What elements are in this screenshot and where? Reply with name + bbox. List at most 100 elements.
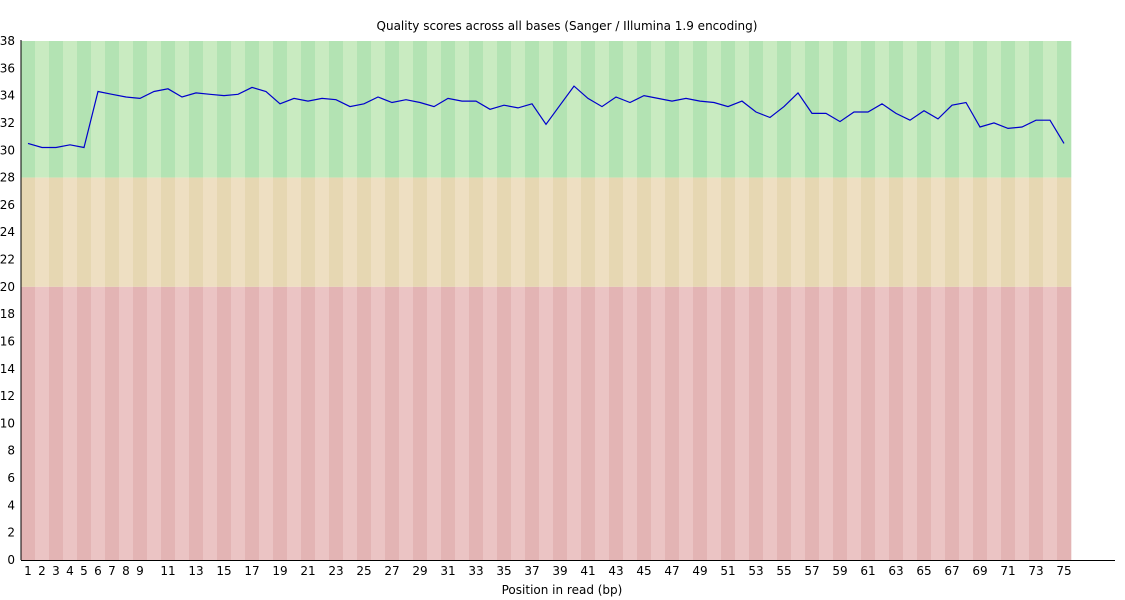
band-good-stripe [903, 41, 918, 178]
band-poor-stripe [693, 286, 708, 560]
band-poor-stripe [35, 286, 50, 560]
band-good-stripe [301, 41, 316, 178]
band-reasonable-stripe [693, 177, 708, 287]
band-good-stripe [245, 41, 260, 178]
band-poor-stripe [567, 286, 582, 560]
x-tick-label: 33 [468, 564, 483, 578]
band-reasonable-stripe [763, 177, 778, 287]
y-tick-label: 26 [0, 198, 15, 212]
band-reasonable-stripe [273, 177, 288, 287]
band-good-stripe [343, 41, 358, 178]
band-reasonable-stripe [105, 177, 120, 287]
band-poor-stripe [679, 286, 694, 560]
band-reasonable-stripe [413, 177, 428, 287]
band-good-stripe [847, 41, 862, 178]
band-good-stripe [679, 41, 694, 178]
band-reasonable-stripe [665, 177, 680, 287]
band-poor-stripe [721, 286, 736, 560]
x-tick-label: 39 [552, 564, 567, 578]
band-reasonable-stripe [721, 177, 736, 287]
band-poor-stripe [343, 286, 358, 560]
band-poor-stripe [1057, 286, 1072, 560]
band-poor-stripe [399, 286, 414, 560]
chart-title: Quality scores across all bases (Sanger … [377, 19, 758, 33]
band-good-stripe [791, 41, 806, 178]
band-reasonable-stripe [343, 177, 358, 287]
x-tick-label: 4 [66, 564, 74, 578]
band-good-stripe [91, 41, 106, 178]
band-poor-stripe [861, 286, 876, 560]
band-good-stripe [441, 41, 456, 178]
band-poor-stripe [931, 286, 946, 560]
band-good-stripe [749, 41, 764, 178]
band-poor-stripe [175, 286, 190, 560]
band-poor-stripe [469, 286, 484, 560]
band-reasonable-stripe [77, 177, 92, 287]
y-tick-label: 18 [0, 307, 15, 321]
x-tick-label: 43 [608, 564, 623, 578]
band-reasonable-stripe [651, 177, 666, 287]
band-poor-stripe [385, 286, 400, 560]
x-axis-ticks: 1 2 3 4 5 6 7 8 9 11 13 15 17 19 21 23 25 27 29 31 33 35 37 39 4… [24, 564, 1071, 578]
band-reasonable-stripe [357, 177, 372, 287]
band-poor-stripe [539, 286, 554, 560]
band-reasonable-stripe [735, 177, 750, 287]
band-reasonable-stripe [749, 177, 764, 287]
x-axis-label: Position in read (bp) [502, 583, 623, 597]
x-tick-label: 1 [24, 564, 32, 578]
band-good-stripe [539, 41, 554, 178]
band-reasonable-stripe [427, 177, 442, 287]
band-good-stripe [119, 41, 134, 178]
band-poor-stripe [805, 286, 820, 560]
band-reasonable-stripe [189, 177, 204, 287]
band-good-stripe [21, 41, 36, 178]
y-tick-label: 6 [7, 471, 15, 485]
x-tick-label: 47 [664, 564, 679, 578]
band-good-stripe [1001, 41, 1016, 178]
band-reasonable-stripe [1043, 177, 1058, 287]
band-poor-stripe [301, 286, 316, 560]
band-good-stripe [959, 41, 974, 178]
axes [20, 40, 1115, 561]
band-good-stripe [1043, 41, 1058, 178]
band-good-stripe [329, 41, 344, 178]
band-poor-stripe [749, 286, 764, 560]
band-good-stripe [567, 41, 582, 178]
band-reasonable-stripe [973, 177, 988, 287]
band-poor-stripe [819, 286, 834, 560]
band-poor-stripe [105, 286, 120, 560]
y-tick-label: 38 [0, 34, 15, 48]
band-poor-stripe [371, 286, 386, 560]
band-reasonable-stripe [987, 177, 1002, 287]
band-good-stripe [623, 41, 638, 178]
band-good-stripe [1029, 41, 1044, 178]
band-reasonable-stripe [483, 177, 498, 287]
band-good-stripe [763, 41, 778, 178]
band-reasonable-stripe [455, 177, 470, 287]
band-good-stripe [469, 41, 484, 178]
x-tick-label: 25 [356, 564, 371, 578]
band-poor-stripe [217, 286, 232, 560]
band-reasonable-stripe [1015, 177, 1030, 287]
y-tick-label: 30 [0, 143, 15, 157]
band-poor-stripe [147, 286, 162, 560]
x-tick-label: 17 [244, 564, 259, 578]
band-poor-stripe [315, 286, 330, 560]
x-tick-label: 63 [888, 564, 903, 578]
band-good-stripe [175, 41, 190, 178]
band-good-stripe [231, 41, 246, 178]
band-good-stripe [917, 41, 932, 178]
band-poor-stripe [91, 286, 106, 560]
band-reasonable-stripe [147, 177, 162, 287]
band-reasonable-stripe [441, 177, 456, 287]
x-tick-label: 69 [972, 564, 987, 578]
band-reasonable-stripe [637, 177, 652, 287]
band-reasonable-stripe [777, 177, 792, 287]
band-reasonable-stripe [889, 177, 904, 287]
band-good-stripe [357, 41, 372, 178]
band-reasonable-stripe [875, 177, 890, 287]
band-reasonable-stripe [959, 177, 974, 287]
y-tick-label: 28 [0, 171, 15, 185]
band-poor-stripe [553, 286, 568, 560]
